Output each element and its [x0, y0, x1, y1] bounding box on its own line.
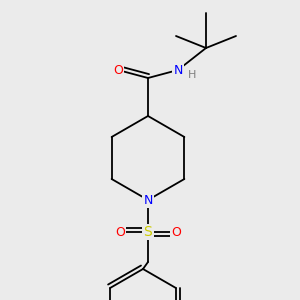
- Text: H: H: [188, 70, 196, 80]
- Text: N: N: [143, 194, 153, 206]
- Text: O: O: [171, 226, 181, 238]
- Text: N: N: [173, 64, 183, 76]
- Text: S: S: [144, 225, 152, 239]
- Text: O: O: [113, 64, 123, 76]
- Text: O: O: [115, 226, 125, 238]
